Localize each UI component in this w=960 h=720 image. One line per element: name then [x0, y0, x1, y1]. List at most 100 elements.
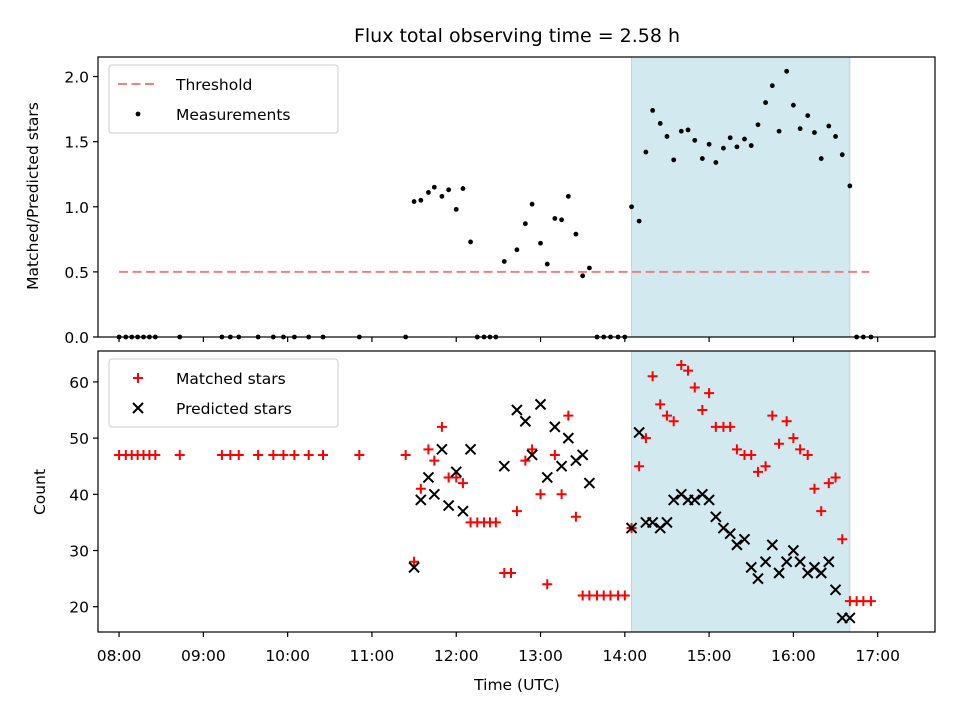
data-point: [544, 261, 550, 267]
y-tick-label: 40: [69, 486, 89, 504]
data-point: [697, 405, 708, 416]
data-point: [216, 449, 227, 460]
data-point: [527, 444, 538, 455]
x-tick-label: 11:00: [350, 647, 395, 665]
data-point: [519, 415, 532, 427]
data-point: [823, 478, 834, 489]
data-point: [805, 113, 811, 119]
data-point: [411, 199, 417, 204]
y-tick-label: 2.0: [64, 69, 89, 87]
data-point: [418, 197, 424, 203]
data-point: [667, 494, 680, 506]
top-panel: 0.0 0.5 1.0 1.5 2.0 Threshold Measurements: [64, 56, 936, 347]
data-point: [514, 247, 520, 253]
data-point: [661, 410, 672, 421]
data-point: [460, 186, 466, 191]
data-point: [289, 449, 300, 460]
legend-label: Matched stars: [176, 370, 286, 388]
data-point: [650, 107, 656, 113]
data-point: [150, 449, 161, 460]
data-point: [787, 544, 800, 557]
data-point: [426, 190, 431, 195]
legend-plus-marker: [133, 373, 143, 383]
data-point: [563, 410, 574, 421]
data-point: [520, 455, 531, 466]
data-point: [692, 137, 698, 143]
legend-dot-marker: [135, 111, 141, 117]
y-tick-label: 1.0: [64, 199, 89, 217]
x-tick-label: 17:00: [855, 647, 900, 665]
data-point: [278, 449, 289, 460]
data-point: [506, 567, 517, 578]
data-point: [174, 449, 185, 460]
data-point: [303, 449, 314, 460]
data-point: [573, 231, 579, 237]
data-point: [526, 449, 538, 461]
data-point: [763, 100, 768, 105]
data-point: [415, 494, 427, 506]
data-point: [833, 134, 838, 139]
data-point: [815, 567, 827, 579]
data-point: [429, 455, 440, 466]
data-point: [816, 506, 827, 517]
data-point: [529, 201, 535, 207]
data-point: [619, 590, 630, 601]
y-tick-label: 50: [69, 430, 89, 448]
data-point: [253, 449, 264, 460]
legend-box: [108, 64, 339, 134]
data-point: [464, 443, 477, 456]
data-point: [549, 449, 560, 460]
data-point: [706, 141, 712, 147]
data-point: [721, 145, 726, 151]
data-point: [570, 511, 581, 522]
data-point: [629, 204, 634, 210]
data-point: [797, 126, 803, 132]
data-point: [636, 218, 642, 224]
y-tick-label: 0.5: [64, 264, 89, 282]
data-point: [664, 134, 670, 139]
data-point: [556, 489, 567, 500]
y-tick-label: 60: [69, 374, 89, 392]
data-point: [724, 527, 736, 540]
data-point: [511, 506, 522, 517]
data-point: [640, 433, 651, 444]
data-point: [634, 461, 645, 472]
data-point: [773, 567, 785, 579]
data-point: [685, 127, 691, 133]
y-tick-label: 0.0: [64, 329, 89, 347]
data-point: [450, 466, 462, 478]
y-tick-label: 20: [69, 599, 89, 617]
data-point: [745, 561, 757, 574]
data-point: [689, 494, 701, 506]
series-dot: [116, 68, 874, 340]
x-tick-label: 13:00: [518, 647, 563, 665]
data-point: [409, 556, 420, 567]
data-point: [727, 135, 733, 141]
data-point: [511, 404, 523, 416]
data-point: [780, 556, 793, 568]
data-point: [400, 449, 411, 460]
legend-label: Threshold: [175, 76, 252, 94]
data-point: [580, 273, 586, 279]
data-point: [522, 221, 528, 227]
x-tick-label: 15:00: [687, 647, 732, 665]
data-point: [661, 516, 673, 529]
legend-box: [108, 358, 339, 428]
data-point: [830, 472, 841, 483]
data-point: [555, 460, 568, 472]
data-point: [676, 360, 687, 371]
data-point: [436, 443, 448, 456]
data-point: [734, 144, 740, 150]
legend-label: Measurements: [176, 106, 291, 124]
data-point: [423, 444, 434, 455]
data-point: [428, 488, 441, 501]
data-point: [625, 522, 638, 534]
data-point: [683, 365, 694, 376]
top-y-axis-label: Matched/Predicted stars: [24, 102, 42, 290]
data-point: [646, 516, 659, 529]
data-point: [837, 534, 848, 545]
data-point: [752, 572, 764, 585]
data-point: [844, 612, 856, 624]
data-point: [847, 183, 853, 189]
